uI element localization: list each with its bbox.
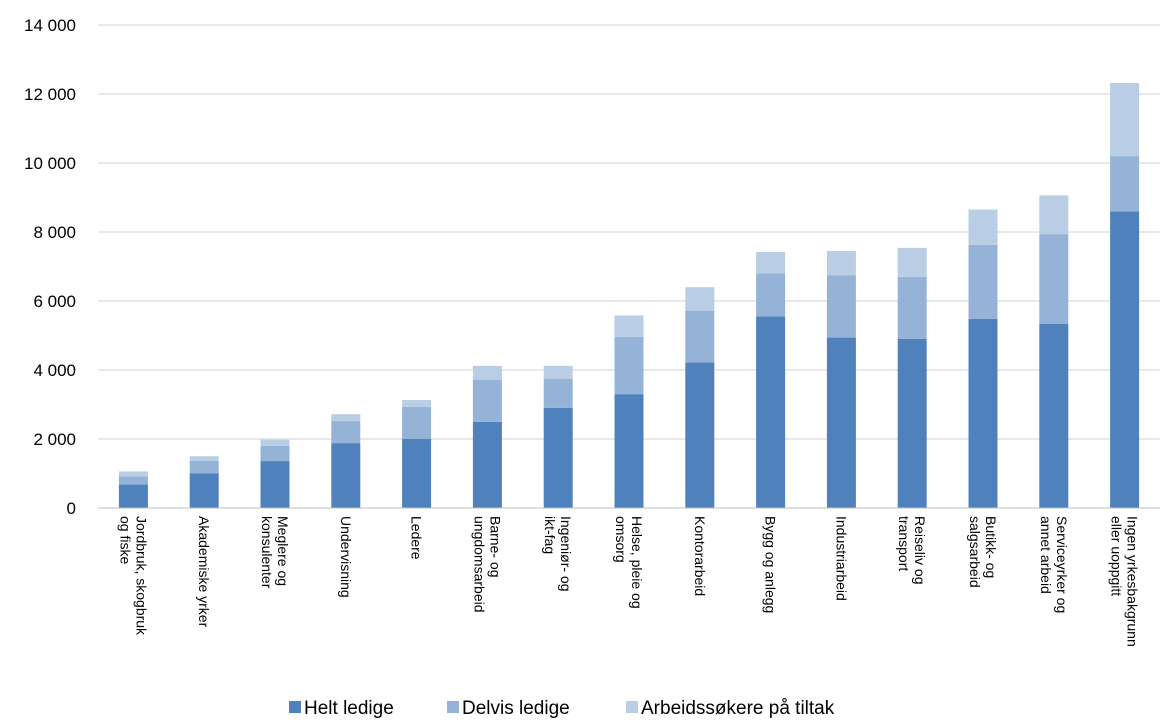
x-tick-label-text: Jordbruk, skogbrukog fiske xyxy=(117,516,149,636)
legend-label: Delvis ledige xyxy=(462,698,570,719)
bar-segment-2 xyxy=(331,421,361,444)
x-tick-label: Akademiske yrker xyxy=(196,516,212,628)
bar-segment-1 xyxy=(1039,323,1069,508)
x-tick-label: Serviceyrker ogannet arbeid xyxy=(1038,516,1070,613)
legend-swatch xyxy=(447,701,459,713)
bar-segment-3 xyxy=(402,400,432,407)
bar-segment-2 xyxy=(968,244,998,319)
x-tick-label-text: Meglere ogkonsulenter xyxy=(259,516,291,589)
x-tick-label: Ingeniør- ogikt-fag xyxy=(542,516,574,591)
y-tick-label: 4 000 xyxy=(33,361,76,380)
x-tick-label-text: Butikk- ogsalgsarbeid xyxy=(967,516,999,588)
x-tick-label: Industriarbeid xyxy=(833,516,849,601)
bar-segment-3 xyxy=(756,252,786,274)
x-tick-label-text: Ingen yrkesbakgrunneller uoppgitt xyxy=(1109,516,1141,647)
y-tick-label: 10 000 xyxy=(24,154,76,173)
y-tick-label: 12 000 xyxy=(24,85,76,104)
bar-segment-2 xyxy=(897,276,927,339)
bar-segment-3 xyxy=(472,365,502,380)
bar-segment-1 xyxy=(402,439,432,508)
bar-segment-1 xyxy=(968,318,998,508)
x-tick-label-text: Undervisning xyxy=(338,516,354,598)
bar-segment-1 xyxy=(685,362,715,508)
bar-segment-1 xyxy=(614,394,644,508)
legend: Helt ledige Delvis ledige Arbeidssøkere på… xyxy=(289,698,835,719)
bar-segment-1 xyxy=(260,461,290,508)
y-tick-label: 6 000 xyxy=(33,292,76,311)
bar-segment-3 xyxy=(189,456,219,461)
bar-segment-2 xyxy=(260,445,290,462)
bar-segment-3 xyxy=(1110,82,1140,157)
bar-segment-2 xyxy=(402,406,432,439)
x-axis-tick-labels: Jordbruk, skogbrukog fiske Akademiske yrk… xyxy=(117,516,1140,647)
x-tick-label-text: Bygg og anlegg xyxy=(763,516,779,613)
x-tick-label: Kontorarbeid xyxy=(692,516,708,596)
x-tick-label: Ledere xyxy=(409,516,425,560)
bar-segment-3 xyxy=(1039,195,1069,235)
x-tick-label: Barne- ogungdomsarbeid xyxy=(471,516,503,613)
x-tick-label: Helse, pleie ogomsorg xyxy=(613,516,645,609)
bar-segment-1 xyxy=(1110,211,1140,509)
legend-label: Arbeidssøkere på tiltak xyxy=(641,698,835,719)
y-tick-label: 0 xyxy=(67,499,76,518)
bar-segment-2 xyxy=(1110,156,1140,212)
bar-segment-2 xyxy=(614,336,644,395)
bar-segment-2 xyxy=(189,460,219,474)
x-tick-label: Jordbruk, skogbrukog fiske xyxy=(117,516,149,636)
x-tick-label-text: Akademiske yrker xyxy=(196,516,212,628)
x-tick-label: Bygg og anlegg xyxy=(763,516,779,613)
bar-segment-1 xyxy=(756,316,786,508)
bar-segment-2 xyxy=(685,310,715,363)
bar-segment-3 xyxy=(897,247,927,277)
x-tick-label-text: Ingeniør- ogikt-fag xyxy=(542,516,574,591)
x-tick-label-text: Industriarbeid xyxy=(833,516,849,601)
legend-swatch xyxy=(626,701,638,713)
bar-segment-1 xyxy=(118,484,148,508)
bar-segment-1 xyxy=(826,337,856,508)
x-tick-label-text: Ledere xyxy=(409,516,425,560)
bar-segment-3 xyxy=(614,315,644,337)
y-tick-label: 8 000 xyxy=(33,223,76,242)
bar-segment-3 xyxy=(118,471,148,477)
bar-segment-2 xyxy=(756,273,786,317)
bar-segment-1 xyxy=(543,407,573,508)
bar-segment-1 xyxy=(331,443,361,508)
bar-segment-3 xyxy=(968,209,998,245)
bar-segment-1 xyxy=(472,421,502,508)
x-tick-label-text: Kontorarbeid xyxy=(692,516,708,596)
y-tick-label: 2 000 xyxy=(33,430,76,449)
bar-segment-2 xyxy=(1039,234,1069,324)
x-tick-label: Undervisning xyxy=(338,516,354,598)
bar-segment-3 xyxy=(331,414,361,422)
bar-segment-3 xyxy=(685,287,715,311)
x-tick-label: Butikk- ogsalgsarbeid xyxy=(967,516,999,588)
gridlines xyxy=(98,24,1160,440)
bar-segment-3 xyxy=(260,439,290,446)
x-tick-label-text: Serviceyrker ogannet arbeid xyxy=(1038,516,1070,613)
x-tick-label-text: Helse, pleie ogomsorg xyxy=(613,516,645,609)
bars xyxy=(118,82,1140,509)
x-tick-label: Meglere ogkonsulenter xyxy=(259,516,291,589)
bar-segment-2 xyxy=(118,476,148,485)
bar-segment-3 xyxy=(543,365,573,379)
y-axis-tick-labels: 0 2 000 4 000 6 000 8 000 10 000 12 000 14 000 xyxy=(24,16,76,518)
x-tick-label-text: Barne- ogungdomsarbeid xyxy=(471,516,503,613)
bar-segment-2 xyxy=(543,378,573,408)
legend-swatch xyxy=(289,701,301,713)
bar-segment-1 xyxy=(897,338,927,508)
bar-segment-2 xyxy=(826,275,856,338)
bar-segment-2 xyxy=(472,379,502,422)
x-tick-label: Reiseliv ogtransport xyxy=(896,516,928,584)
bar-segment-3 xyxy=(826,250,856,276)
x-tick-label: Ingen yrkesbakgrunneller uoppgitt xyxy=(1109,516,1141,647)
bar-segment-1 xyxy=(189,473,219,508)
legend-label: Helt ledige xyxy=(304,698,394,719)
y-tick-label: 14 000 xyxy=(24,16,76,35)
x-tick-label-text: Reiseliv ogtransport xyxy=(896,516,928,584)
